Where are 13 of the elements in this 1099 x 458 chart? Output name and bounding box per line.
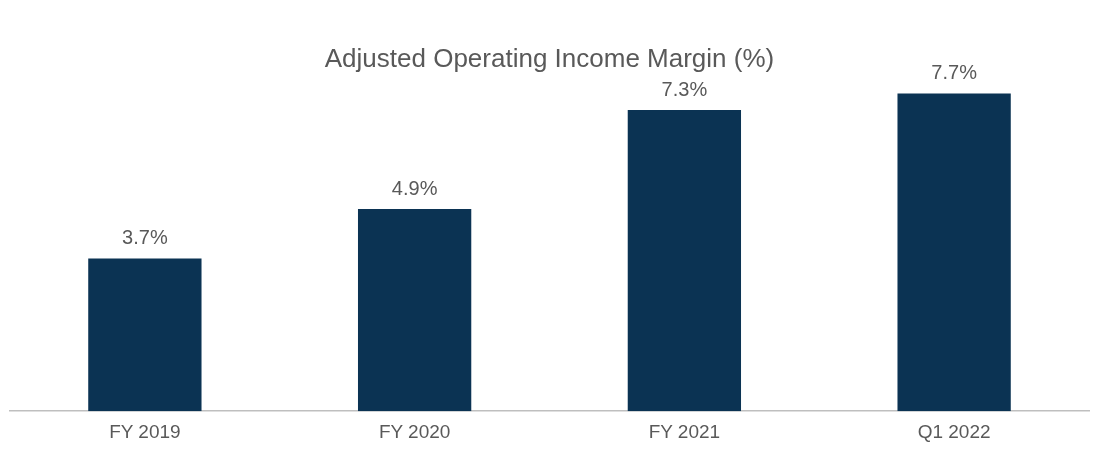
x-tick-label: FY 2020 xyxy=(378,420,451,442)
bar xyxy=(88,258,202,412)
x-tick-label: FY 2019 xyxy=(109,420,181,442)
x-tick-label: Q1 2022 xyxy=(917,420,991,442)
data-label: 4.9% xyxy=(391,176,438,199)
x-tick-label: FY 2021 xyxy=(648,420,721,442)
data-label: 7.7% xyxy=(931,61,978,84)
chart-title: Adjusted Operating Income Margin (%) xyxy=(324,42,775,73)
bar xyxy=(897,93,1011,412)
data-label: 7.3% xyxy=(661,77,708,100)
bar xyxy=(357,209,472,412)
data-label: 3.7% xyxy=(122,226,168,249)
bar xyxy=(627,110,742,412)
